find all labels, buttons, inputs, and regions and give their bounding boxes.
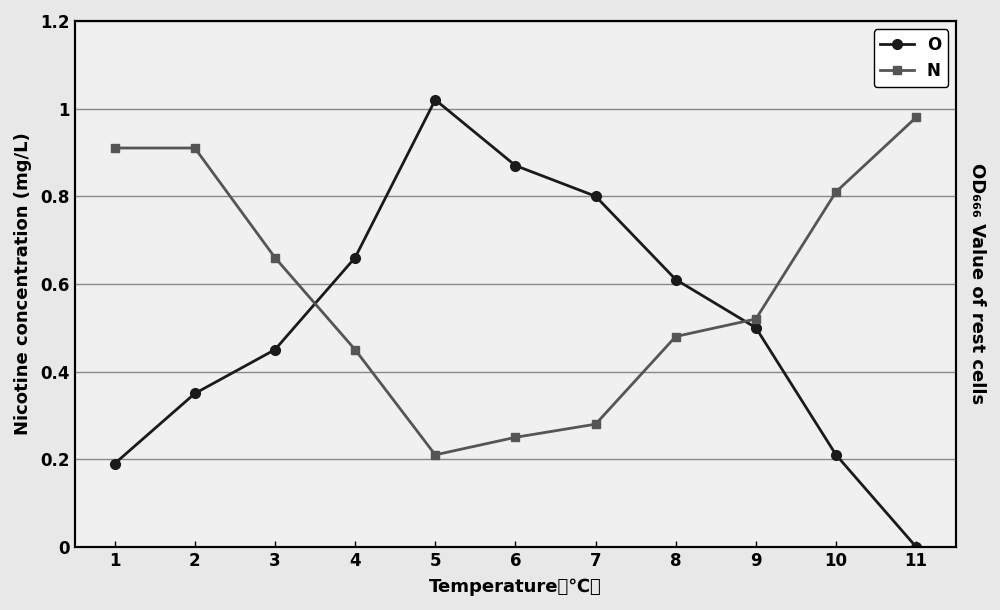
X-axis label: Temperature（℃）: Temperature（℃） <box>429 578 602 596</box>
O <box>670 276 682 283</box>
N <box>349 346 361 353</box>
N <box>509 434 521 441</box>
N <box>429 451 441 459</box>
O <box>590 193 602 200</box>
Y-axis label: OD₆₆₆ Value of rest cells: OD₆₆₆ Value of rest cells <box>968 163 986 404</box>
O <box>349 254 361 261</box>
O <box>830 451 842 459</box>
O <box>189 390 201 397</box>
Line: O: O <box>110 95 921 552</box>
N <box>590 420 602 428</box>
O <box>750 324 762 331</box>
N <box>910 113 922 121</box>
N <box>109 145 121 152</box>
Y-axis label: Nicotine concentration (mg/L): Nicotine concentration (mg/L) <box>14 132 32 436</box>
O <box>910 544 922 551</box>
N <box>189 145 201 152</box>
O <box>269 346 281 353</box>
N <box>269 254 281 261</box>
N <box>670 333 682 340</box>
O <box>109 460 121 467</box>
O <box>429 96 441 104</box>
N <box>750 315 762 323</box>
N <box>830 188 842 196</box>
O <box>509 162 521 169</box>
Legend: O, N: O, N <box>874 29 948 87</box>
Line: N: N <box>110 113 920 459</box>
